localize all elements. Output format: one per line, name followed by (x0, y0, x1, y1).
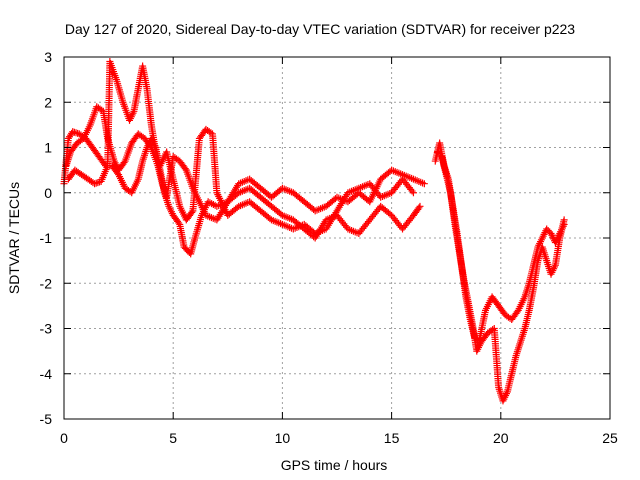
data-points (60, 58, 568, 405)
y-tick-label: 1 (44, 140, 52, 156)
x-axis-label: GPS time / hours (281, 457, 388, 473)
x-tick-label: 25 (602, 430, 618, 446)
axis-ticks: 0 5 10 15 20 25 -5 -4 -3 -2 -1 0 1 2 3 (40, 49, 618, 446)
y-tick-label: -1 (40, 230, 53, 246)
y-axis-label: SDTVAR / TECUs (6, 182, 22, 294)
y-tick-label: 0 (44, 185, 52, 201)
data-point (120, 159, 128, 167)
data-point (408, 187, 416, 195)
x-tick-label: 0 (60, 430, 68, 446)
data-point (415, 204, 423, 212)
y-tick-label: 2 (44, 94, 52, 110)
data-point (181, 165, 189, 173)
data-point (188, 208, 196, 216)
y-tick-label: 3 (44, 49, 52, 65)
x-tick-label: 20 (493, 430, 509, 446)
data-point (175, 219, 183, 227)
data-point (416, 202, 424, 210)
data-point (436, 151, 444, 159)
chart-title: Day 127 of 2020, Sidereal Day-to-day VTE… (65, 21, 575, 37)
data-point (409, 189, 417, 197)
x-tick-label: 15 (384, 430, 400, 446)
x-tick-label: 5 (169, 430, 177, 446)
series-track-c (64, 58, 417, 237)
x-tick-label: 10 (275, 430, 291, 446)
data-point (560, 216, 568, 224)
y-tick-label: -3 (40, 321, 53, 337)
y-tick-label: -4 (40, 366, 53, 382)
series-track-b (62, 103, 428, 224)
series-track-e (433, 148, 568, 405)
grid-lines (64, 57, 610, 419)
y-tick-label: -5 (40, 411, 53, 427)
y-tick-label: -2 (40, 275, 53, 291)
data-point (420, 180, 428, 188)
